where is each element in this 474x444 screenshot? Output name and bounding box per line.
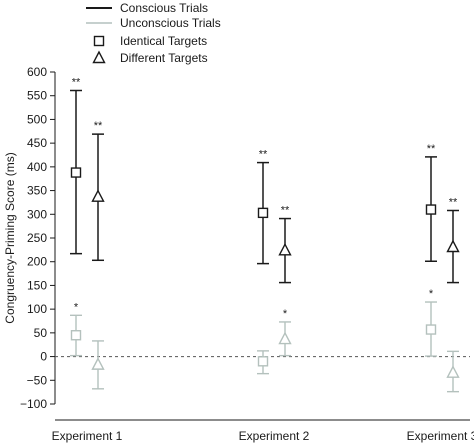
plot-area: **** ***********	[55, 76, 470, 393]
legend-item-conscious: Conscious Trials	[86, 1, 208, 15]
y-tick-label: 250	[27, 231, 47, 245]
y-tick-label: 350	[27, 184, 47, 198]
x-category-label: Experiment 3	[407, 429, 474, 443]
y-tick-label: 0	[40, 350, 47, 364]
y-tick-label: 600	[27, 65, 47, 79]
y-tick-label: −50	[27, 373, 48, 387]
legend-item-different: Different Targets	[92, 50, 208, 65]
y-tick-label: 300	[27, 207, 47, 221]
data-point-square	[70, 330, 82, 341]
data-point-square	[70, 167, 82, 178]
y-tick-label: −100	[20, 397, 47, 411]
x-axis-categories: Experiment 1 Experiment 2 Experiment 3	[52, 419, 474, 443]
y-axis: −100 −50 0 50 100 150 200 250 300 350 400 450 500 550…	[3, 65, 56, 411]
y-tick-label: 500	[27, 112, 47, 126]
significance-mark: **	[281, 205, 290, 217]
data-point-triangle	[278, 242, 292, 256]
data-point-square	[257, 207, 269, 219]
legend-label-identical: Identical Targets	[120, 34, 207, 48]
series-conscious-identical: ** ** **	[70, 76, 437, 265]
y-tick-label: 200	[27, 255, 47, 269]
significance-mark: *	[429, 288, 434, 300]
legend-item-identical: Identical Targets	[93, 34, 207, 48]
data-point-triangle	[446, 239, 460, 253]
y-tick-label: 450	[27, 136, 47, 150]
legend-item-unconscious: Unconscious Trials	[86, 16, 221, 30]
y-axis-label: Congruency-Priming Score (ms)	[3, 152, 17, 323]
significance-mark: **	[94, 120, 103, 132]
y-tick-label: 50	[34, 326, 48, 340]
legend-label-conscious: Conscious Trials	[120, 1, 208, 15]
y-tick-label: 550	[27, 89, 47, 103]
series-conscious-different: ** ** **	[91, 120, 460, 284]
data-point-square	[425, 204, 437, 215]
data-point-triangle	[446, 365, 460, 378]
data-point-square	[257, 356, 269, 367]
series-unconscious-different: *	[91, 308, 460, 393]
legend-swatch-identical	[93, 35, 105, 47]
data-point-triangle	[278, 331, 292, 345]
significance-mark: **	[259, 149, 268, 161]
legend-swatch-different	[92, 50, 106, 64]
significance-mark: **	[427, 143, 436, 155]
y-tick-label: 100	[27, 302, 47, 316]
y-tick-label: 400	[27, 160, 47, 174]
data-point-triangle	[91, 357, 105, 370]
legend-label-different: Different Targets	[120, 51, 208, 65]
significance-mark: **	[72, 76, 81, 88]
series-unconscious-identical: **	[70, 288, 437, 375]
significance-mark: *	[283, 308, 288, 320]
x-category-label: Experiment 1	[52, 429, 123, 443]
y-tick-label: 150	[27, 278, 47, 292]
x-category-label: Experiment 2	[239, 429, 310, 443]
significance-mark: **	[449, 196, 458, 208]
data-point-square	[425, 324, 437, 335]
data-point-triangle	[91, 189, 105, 202]
legend-label-unconscious: Unconscious Trials	[120, 16, 221, 30]
significance-mark: *	[74, 301, 79, 313]
